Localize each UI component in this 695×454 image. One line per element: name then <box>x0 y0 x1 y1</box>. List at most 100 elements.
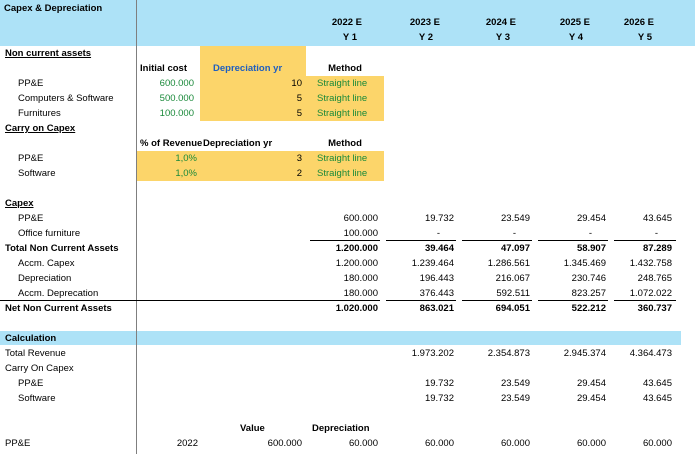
sheet-title: Capex & Depreciation <box>4 3 103 14</box>
capex-cell: 100.000 <box>343 228 378 239</box>
capex-cell: 230.746 <box>571 273 606 284</box>
nca-method[interactable]: Straight line <box>317 93 368 104</box>
capex-cell: 600.000 <box>343 213 378 224</box>
capex-row-label: Accm. Deprecation <box>18 288 99 299</box>
total-nca-label: Total Non Current Assets <box>5 243 119 254</box>
total-revenue-cell: 2.945.374 <box>563 348 606 359</box>
nca-method[interactable]: Straight line <box>317 108 368 119</box>
bottom-cell: 60.000 <box>424 438 454 449</box>
capex-cell: 248.765 <box>637 273 672 284</box>
capex-row-label: Accm. Capex <box>18 258 75 269</box>
total-rule <box>386 300 456 301</box>
dep-years-input-block <box>200 46 306 121</box>
bottom-row-label: PP&E <box>5 438 31 449</box>
bottom-cell: 60.000 <box>348 438 378 449</box>
total-revenue-label: Total Revenue <box>5 348 66 359</box>
capex-cell: 87.289 <box>642 243 672 254</box>
carry-on-capex-label: Carry On Capex <box>5 363 74 374</box>
calc-row-label: Software <box>18 393 56 404</box>
subtotal-rule <box>310 240 380 241</box>
nca-dep-years[interactable]: 10 <box>291 78 302 89</box>
capex-cell: 1.020.000 <box>335 303 378 314</box>
year-index-2: Y 2 <box>418 32 433 43</box>
capex-cell: 1.200.000 <box>335 243 378 254</box>
capex-cell: 823.257 <box>571 288 606 299</box>
nca-dep-years[interactable]: 5 <box>296 108 302 119</box>
capex-cell: 1.345.469 <box>563 258 606 269</box>
capex-cell: 694.051 <box>495 303 530 314</box>
nca-heading: Non current assets <box>5 48 92 59</box>
nca-col-method: Method <box>328 63 362 74</box>
carry-dep-years[interactable]: 2 <box>296 168 302 179</box>
calc-cell: 23.549 <box>500 393 530 404</box>
capex-cell: 863.021 <box>419 303 454 314</box>
calc-cell: 29.454 <box>576 393 606 404</box>
capex-cell: 19.732 <box>424 213 454 224</box>
calculation-band <box>0 331 681 345</box>
capex-row-label: Office furniture <box>18 228 81 239</box>
nca-initial-cost[interactable]: 100.000 <box>159 108 194 119</box>
subtotal-rule <box>386 240 456 241</box>
capex-cell: 39.464 <box>424 243 454 254</box>
carry-col-depreciation-yr: Depreciation yr <box>203 138 273 149</box>
capex-cell: 1.200.000 <box>335 258 378 269</box>
capex-cell: - <box>654 228 658 239</box>
calc-cell: 43.645 <box>642 393 672 404</box>
capex-cell: 23.549 <box>500 213 530 224</box>
bottom-cell: 60.000 <box>500 438 530 449</box>
year-header-3: 2024 E <box>485 17 516 28</box>
capex-heading: Capex <box>5 198 34 209</box>
nca-initial-cost[interactable]: 500.000 <box>159 93 194 104</box>
capex-cell: 1.072.022 <box>629 288 672 299</box>
carry-pct[interactable]: 1,0% <box>175 153 197 164</box>
capex-cell: 1.432.758 <box>629 258 672 269</box>
capex-row-label: Depreciation <box>18 273 72 284</box>
column-separator <box>136 0 137 454</box>
nca-initial-cost[interactable]: 600.000 <box>159 78 194 89</box>
capex-cell: 47.097 <box>500 243 530 254</box>
year-index-5: Y 5 <box>637 32 652 43</box>
capex-cell: 592.511 <box>496 288 530 299</box>
calc-cell: 19.732 <box>424 393 454 404</box>
nca-row-label: Computers & Software <box>18 93 114 104</box>
subtotal-rule <box>614 240 676 241</box>
carry-pct[interactable]: 1,0% <box>175 168 197 179</box>
capex-cell: - <box>436 228 440 239</box>
carry-input-block <box>137 151 384 181</box>
year-index-3: Y 3 <box>495 32 510 43</box>
capex-cell: 376.443 <box>419 288 454 299</box>
nca-row-label: PP&E <box>18 78 44 89</box>
nca-row-label: Furnitures <box>18 108 61 119</box>
calculation-heading: Calculation <box>5 333 57 344</box>
year-header-4: 2025 E <box>559 17 590 28</box>
nca-dep-years[interactable]: 5 <box>296 93 302 104</box>
carry-heading: Carry on Capex <box>5 123 76 134</box>
subtotal-rule <box>462 240 532 241</box>
capex-cell: 216.067 <box>495 273 530 284</box>
carry-row-label: PP&E <box>18 153 44 164</box>
capex-cell: - <box>588 228 592 239</box>
capex-cell: 58.907 <box>576 243 606 254</box>
nca-method[interactable]: Straight line <box>317 78 368 89</box>
carry-method[interactable]: Straight line <box>317 153 368 164</box>
calc-cell: 43.645 <box>642 378 672 389</box>
total-rule <box>0 300 380 301</box>
capex-cell: 360.737 <box>637 303 672 314</box>
nca-col-depreciation-yr: Depreciation yr <box>213 63 283 74</box>
capex-cell: 180.000 <box>343 273 378 284</box>
bottom-cell: 60.000 <box>642 438 672 449</box>
method-input-block <box>306 76 384 121</box>
capex-cell: 29.454 <box>576 213 606 224</box>
carry-method[interactable]: Straight line <box>317 168 368 179</box>
calc-cell: 29.454 <box>576 378 606 389</box>
subtotal-rule <box>538 240 608 241</box>
carry-dep-years[interactable]: 3 <box>296 153 302 164</box>
capex-cell: 180.000 <box>343 288 378 299</box>
capex-row-label: PP&E <box>18 213 44 224</box>
net-nca-label: Net Non Current Assets <box>5 303 112 314</box>
bottom-col-depreciation: Depreciation <box>312 423 370 434</box>
year-index-4: Y 4 <box>568 32 583 43</box>
capex-cell: 196.443 <box>419 273 454 284</box>
capex-cell: 1.239.464 <box>411 258 454 269</box>
year-header-2: 2023 E <box>409 17 440 28</box>
